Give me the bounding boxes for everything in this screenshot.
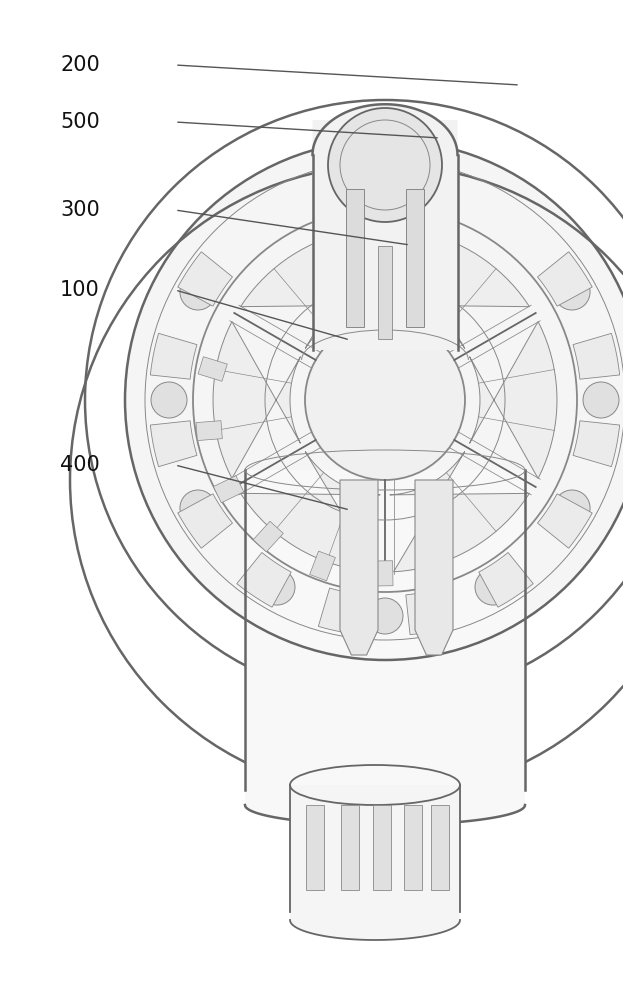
Polygon shape [313, 155, 457, 350]
Polygon shape [213, 322, 300, 478]
Polygon shape [240, 228, 380, 348]
Text: 100: 100 [60, 280, 100, 300]
Polygon shape [313, 104, 457, 155]
Circle shape [180, 490, 216, 526]
Circle shape [475, 569, 511, 605]
Polygon shape [237, 553, 291, 607]
Text: 200: 200 [60, 55, 100, 75]
Polygon shape [390, 228, 530, 348]
Bar [404, 805, 422, 890]
Polygon shape [318, 588, 364, 635]
Polygon shape [415, 480, 453, 655]
Circle shape [554, 274, 590, 310]
Circle shape [180, 274, 216, 310]
Circle shape [125, 140, 623, 660]
Circle shape [554, 490, 590, 526]
Bar [306, 805, 324, 890]
Polygon shape [178, 494, 232, 548]
Bar [406, 189, 424, 327]
Polygon shape [340, 480, 378, 655]
Bar [373, 805, 391, 890]
Text: 500: 500 [60, 112, 100, 132]
Polygon shape [290, 785, 460, 940]
Polygon shape [538, 252, 592, 306]
Polygon shape [390, 452, 530, 572]
Polygon shape [573, 421, 620, 467]
Bar [341, 805, 359, 890]
Polygon shape [240, 452, 380, 572]
Bar [253, 521, 283, 552]
Polygon shape [245, 470, 525, 825]
Bar [214, 476, 244, 503]
Polygon shape [406, 588, 452, 635]
Bar [198, 357, 227, 381]
Circle shape [328, 108, 442, 222]
Circle shape [583, 382, 619, 418]
FancyBboxPatch shape [313, 120, 457, 350]
Polygon shape [573, 333, 620, 379]
Text: 300: 300 [60, 200, 100, 220]
Bar [378, 246, 392, 338]
Polygon shape [479, 553, 533, 607]
Bar [374, 561, 393, 586]
Bar [196, 421, 222, 441]
Circle shape [367, 598, 403, 634]
Circle shape [259, 569, 295, 605]
Polygon shape [538, 494, 592, 548]
Bar [431, 805, 449, 890]
Polygon shape [470, 322, 557, 478]
Circle shape [151, 382, 187, 418]
Polygon shape [150, 333, 197, 379]
Polygon shape [150, 421, 197, 467]
Bar [346, 189, 364, 327]
Polygon shape [178, 252, 232, 306]
Bar [310, 551, 335, 581]
Circle shape [305, 320, 465, 480]
Text: 400: 400 [60, 455, 100, 475]
